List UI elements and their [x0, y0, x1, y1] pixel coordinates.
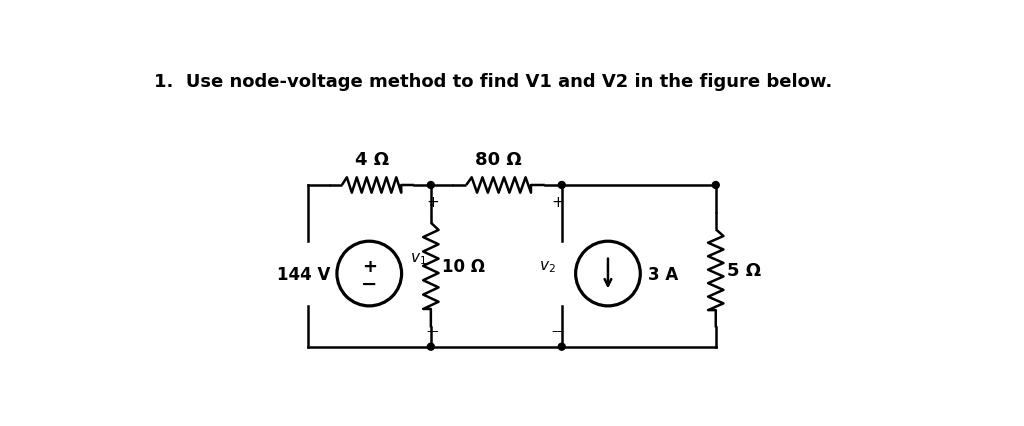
Text: 3 A: 3 A — [648, 265, 678, 283]
Text: 144 V: 144 V — [278, 265, 331, 283]
Circle shape — [427, 182, 434, 189]
Circle shape — [558, 343, 565, 350]
Text: 1.  Use node-voltage method to find V1 and V2 in the figure below.: 1. Use node-voltage method to find V1 an… — [154, 72, 831, 91]
Text: −: − — [361, 274, 378, 294]
Circle shape — [427, 343, 434, 350]
Text: 4 Ω: 4 Ω — [354, 151, 389, 169]
Text: +: + — [361, 257, 377, 275]
Circle shape — [558, 182, 565, 189]
Text: $v_2$: $v_2$ — [539, 259, 556, 274]
Text: ––: –– — [552, 325, 564, 338]
Text: 10 Ω: 10 Ω — [441, 257, 484, 275]
Text: $v_1$: $v_1$ — [411, 251, 427, 266]
Text: 80 Ω: 80 Ω — [475, 151, 522, 169]
Text: +: + — [426, 195, 438, 210]
Circle shape — [713, 182, 719, 189]
Text: 5 Ω: 5 Ω — [727, 261, 761, 279]
Text: +: + — [552, 195, 564, 210]
Text: ––: –– — [426, 325, 438, 338]
